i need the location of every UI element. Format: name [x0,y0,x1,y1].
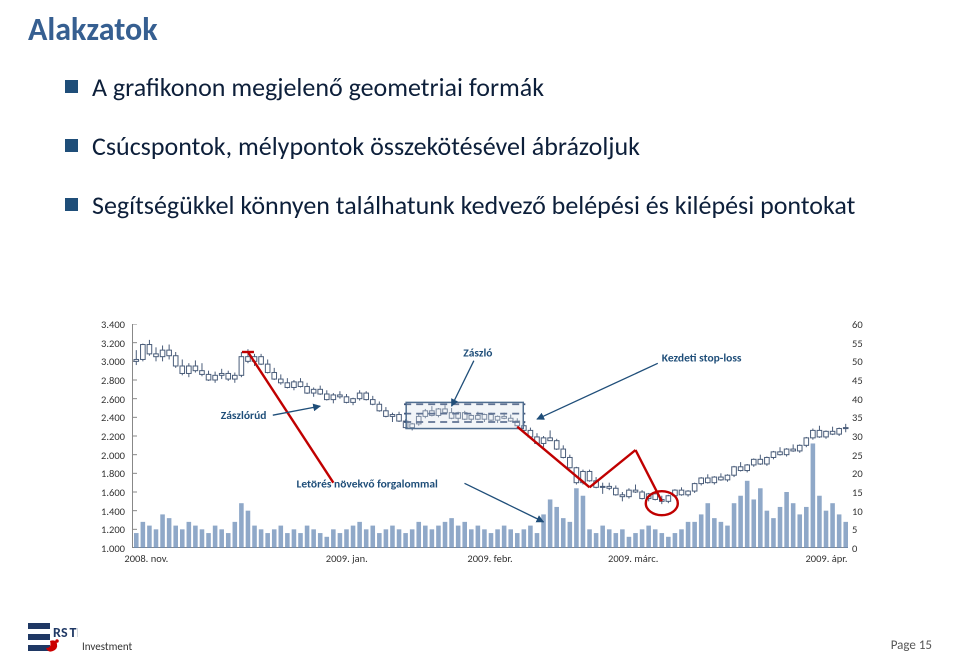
x-tick-label: 2009. jan. [326,552,368,565]
chart-plot-area: Zászlórúd Zászló Kezdeti stop-loss Letörés … [132,324,848,548]
bullet-text: A grafikonon megjelenő geometriai formák [92,70,544,105]
bullet-list: A grafikonon megjelenő geometriai formák… [65,70,895,247]
svg-text:Zászlórúd: Zászlórúd [221,409,267,423]
svg-text:Kezdeti stop-loss: Kezdeti stop-loss [662,351,742,365]
y1-tick-label: 1.000 [80,542,125,555]
svg-text:R: R [53,624,61,641]
y2-tick-label: 50 [852,355,880,368]
svg-text:Zászló: Zászló [463,347,492,361]
y1-tick-label: 3.400 [80,318,125,331]
svg-text:T: T [70,624,77,641]
bullet-square-icon [65,139,78,152]
y2-tick-label: 55 [852,337,880,350]
y1-tick-label: 3.200 [80,337,125,350]
y1-tick-label: 2.800 [80,374,125,387]
y2-tick-label: 20 [852,467,880,480]
y1-axis-labels: 3.400 3.200 3.000 2.800 2.600 2.400 2.200 2.000… [80,320,125,548]
y1-tick-label: 1.600 [80,486,125,499]
y1-tick-label: 1.800 [80,467,125,480]
svg-text:Letörés növekvő forgalommal: Letörés növekvő forgalommal [296,477,438,491]
x-tick-label: 2009. márc. [608,552,658,565]
bullet-item: Csúcspontok, mélypontok összekötésével á… [65,129,895,164]
y1-tick-label: 1.400 [80,505,125,518]
chart: 3.400 3.200 3.000 2.800 2.600 2.400 2.200 2.000… [80,320,880,590]
brand-subtext: Investment [82,640,132,653]
slide-page: Alakzatok A grafikonon megjelenő geometr… [0,0,960,665]
y1-tick-label: 1.200 [80,523,125,536]
chart-svg: Zászlórúd Zászló Kezdeti stop-loss Letörés … [133,324,849,548]
erste-logo-icon: R S T E [28,623,78,655]
y1-tick-label: 3.000 [80,355,125,368]
y2-axis-labels: 605550454035302520151050 [852,320,880,548]
bullet-text: Segítségükkel könnyen találhatunk kedvez… [92,188,855,223]
x-tick-label: 2009. ápr. [805,552,847,565]
bullet-item: A grafikonon megjelenő geometriai formák [65,70,895,105]
y2-tick-label: 40 [852,393,880,406]
bullet-item: Segítségükkel könnyen találhatunk kedvez… [65,188,895,223]
footer-logo: R S T E Investment [28,623,132,655]
svg-text:E: E [77,624,78,641]
y2-tick-label: 0 [852,542,880,555]
y1-tick-label: 2.000 [80,449,125,462]
y1-tick-label: 2.200 [80,430,125,443]
bullet-square-icon [65,198,78,211]
x-tick-label: 2008. nov. [124,552,168,565]
y1-tick-label: 2.400 [80,411,125,424]
x-tick-label: 2009. febr. [467,552,512,565]
y2-tick-label: 10 [852,505,880,518]
bullet-square-icon [65,80,78,93]
y2-tick-label: 35 [852,411,880,424]
y2-tick-label: 60 [852,318,880,331]
y2-tick-label: 5 [852,523,880,536]
svg-text:S: S [61,624,68,641]
page-number: Page 15 [891,638,932,653]
y2-tick-label: 25 [852,449,880,462]
page-title: Alakzatok [28,10,158,49]
y2-tick-label: 30 [852,430,880,443]
y2-tick-label: 45 [852,374,880,387]
y1-tick-label: 2.600 [80,393,125,406]
y2-tick-label: 15 [852,486,880,499]
bullet-text: Csúcspontok, mélypontok összekötésével á… [92,129,640,164]
